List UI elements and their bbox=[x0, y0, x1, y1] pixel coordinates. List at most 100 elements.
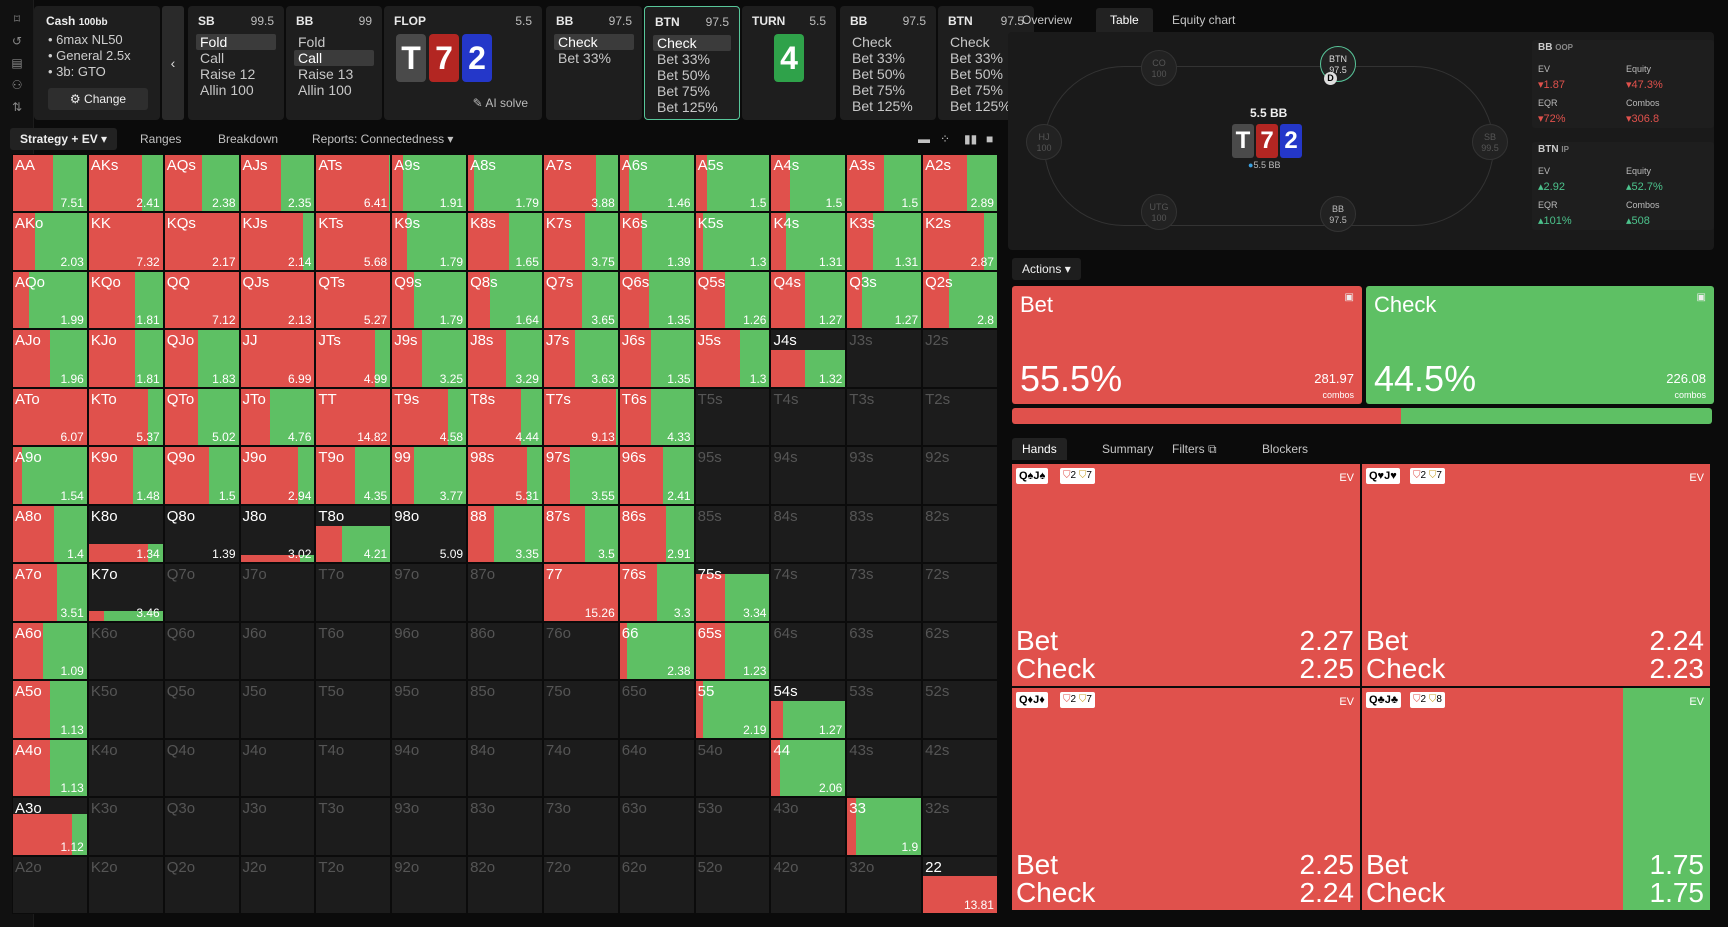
matrix-cell[interactable]: JTo 4.76 bbox=[239, 387, 316, 447]
matrix-cell[interactable]: J3s bbox=[846, 329, 923, 388]
matrix-cell[interactable]: K7o 3.46 bbox=[87, 563, 164, 622]
action-option[interactable]: Bet 75% bbox=[950, 82, 1003, 98]
matrix-cell[interactable]: K9s 1.79 bbox=[391, 212, 468, 271]
matrix-cell[interactable]: Q6o bbox=[163, 621, 240, 681]
action-option[interactable]: Bet 50% bbox=[950, 66, 1003, 82]
seat-co[interactable]: CO 100 bbox=[1141, 50, 1177, 86]
back-button[interactable]: ‹ bbox=[162, 6, 184, 120]
change-button[interactable]: ⚙ Change bbox=[48, 88, 148, 110]
matrix-cell[interactable]: J5s 1.3 bbox=[694, 329, 771, 388]
layout-full-icon[interactable]: ■ bbox=[986, 132, 994, 146]
scenario-card[interactable]: Cash 100bb • 6max NL50 • General 2.5x • … bbox=[34, 6, 160, 120]
matrix-cell[interactable]: 42o bbox=[770, 855, 847, 914]
matrix-cell[interactable]: 84o bbox=[467, 738, 543, 798]
matrix-cell[interactable]: 85s bbox=[694, 504, 771, 564]
matrix-cell[interactable]: 94s bbox=[770, 446, 847, 505]
matrix-cell[interactable]: K5s 1.3 bbox=[694, 212, 771, 271]
matrix-cell[interactable]: K6s 1.39 bbox=[618, 212, 695, 271]
matrix-cell[interactable]: K6o bbox=[87, 621, 164, 681]
matrix-cell[interactable]: 33 1.9 bbox=[846, 797, 923, 856]
matrix-cell[interactable]: T3o bbox=[315, 797, 392, 856]
matrix-cell[interactable]: Q5o bbox=[163, 680, 240, 739]
matrix-cell[interactable]: K4o bbox=[87, 738, 164, 798]
action-card-btn[interactable]: BTN 97.5 Check Bet 33% Bet 50% Bet 75% Bet 125… bbox=[644, 6, 740, 120]
matrix-cell[interactable]: Q7o bbox=[163, 563, 240, 622]
action-option[interactable]: Call bbox=[200, 50, 225, 66]
matrix-cell[interactable]: ATo 6.07 bbox=[12, 387, 88, 447]
matrix-cell[interactable]: J9o 2.94 bbox=[239, 446, 316, 505]
action-option[interactable]: Bet 33% bbox=[657, 51, 710, 67]
matrix-cell[interactable]: J9s 3.25 bbox=[391, 329, 468, 388]
matrix-cell[interactable]: J2o bbox=[239, 855, 316, 914]
matrix-cell[interactable]: T9s 4.58 bbox=[391, 387, 468, 447]
hand-card[interactable]: Q♠J♠ ⛉2 ⛉7 EV Bet 2.27 Check 2.25 bbox=[1012, 464, 1360, 686]
matrix-cell[interactable]: J7s 3.63 bbox=[542, 329, 619, 388]
tab-filters[interactable]: Filters ⧉ bbox=[1172, 442, 1217, 456]
matrix-cell[interactable]: J4s 1.32 bbox=[770, 329, 847, 388]
matrix-cell[interactable]: AQs 2.38 bbox=[163, 154, 240, 213]
matrix-cell[interactable]: KQo 1.81 bbox=[87, 270, 164, 330]
matrix-cell[interactable]: A4s 1.5 bbox=[770, 154, 847, 213]
matrix-cell[interactable]: 54s 1.27 bbox=[770, 680, 847, 739]
matrix-cell[interactable]: 96o bbox=[391, 621, 468, 681]
matrix-cell[interactable]: 63o bbox=[618, 797, 695, 856]
matrix-cell[interactable]: T5s bbox=[694, 387, 771, 447]
action-option[interactable]: Fold bbox=[298, 34, 326, 50]
matrix-cell[interactable]: KJo 1.81 bbox=[87, 329, 164, 388]
matrix-cell[interactable]: T4s bbox=[770, 387, 847, 447]
matrix-cell[interactable]: 96s 2.41 bbox=[618, 446, 695, 505]
matrix-cell[interactable]: T2o bbox=[315, 855, 392, 914]
matrix-cell[interactable]: 95o bbox=[391, 680, 468, 739]
matrix-cell[interactable]: 75s 3.34 bbox=[694, 563, 771, 622]
matrix-cell[interactable]: 65s 1.23 bbox=[694, 621, 771, 681]
matrix-cell[interactable]: 98o 5.09 bbox=[391, 504, 468, 564]
matrix-cell[interactable]: QQ 7.12 bbox=[163, 270, 240, 330]
matrix-cell[interactable]: A8s 1.79 bbox=[467, 154, 543, 213]
matrix-cell[interactable]: 32s bbox=[922, 797, 998, 856]
matrix-cell[interactable]: 54o bbox=[694, 738, 771, 798]
matrix-cell[interactable]: 77 15.26 bbox=[542, 563, 619, 622]
matrix-cell[interactable]: KTs 5.68 bbox=[315, 212, 392, 271]
action-card-sb[interactable]: SB 99.5 Fold Call Raise 12 Allin 100 bbox=[188, 6, 284, 120]
matrix-cell[interactable]: Q8o 1.39 bbox=[163, 504, 240, 564]
matrix-cell[interactable]: 32o bbox=[846, 855, 923, 914]
save-icon[interactable]: ▤ bbox=[11, 56, 23, 70]
matrix-cell[interactable]: 92s bbox=[922, 446, 998, 505]
matrix-cell[interactable]: 55 2.19 bbox=[694, 680, 771, 739]
hand-card[interactable]: Q♣J♣ ⛉2 ⛉8 EV Bet 1.75 Check 1.75 bbox=[1362, 688, 1710, 910]
matrix-cell[interactable]: ATs 6.41 bbox=[315, 154, 392, 213]
matrix-cell[interactable]: 52s bbox=[922, 680, 998, 739]
matrix-cell[interactable]: JTs 4.99 bbox=[315, 329, 392, 388]
tab-ranges[interactable]: Ranges bbox=[140, 132, 182, 146]
matrix-cell[interactable]: 83o bbox=[467, 797, 543, 856]
matrix-cell[interactable]: QTs 5.27 bbox=[315, 270, 392, 330]
matrix-cell[interactable]: 63s bbox=[846, 621, 923, 681]
matrix-cell[interactable]: 43s bbox=[846, 738, 923, 798]
matrix-cell[interactable]: 93o bbox=[391, 797, 468, 856]
action-option[interactable]: Check bbox=[554, 34, 634, 50]
matrix-cell[interactable]: J6s 1.35 bbox=[618, 329, 695, 388]
action-option[interactable]: Check bbox=[653, 35, 731, 51]
matrix-cell[interactable]: A5o 1.13 bbox=[12, 680, 88, 739]
matrix-cell[interactable]: 83s bbox=[846, 504, 923, 564]
matrix-cell[interactable]: 98s 5.31 bbox=[467, 446, 543, 505]
matrix-cell[interactable]: A3o 1.12 bbox=[12, 797, 88, 856]
matrix-cell[interactable]: J2s bbox=[922, 329, 998, 388]
matrix-cell[interactable]: J3o bbox=[239, 797, 316, 856]
matrix-cell[interactable]: Q7s 3.65 bbox=[542, 270, 619, 330]
matrix-cell[interactable]: Q2o bbox=[163, 855, 240, 914]
matrix-cell[interactable]: J5o bbox=[239, 680, 316, 739]
matrix-cell[interactable]: 85o bbox=[467, 680, 543, 739]
matrix-cell[interactable]: K8o 1.34 bbox=[87, 504, 164, 564]
bookmark-icon[interactable]: ⌑ bbox=[13, 12, 21, 26]
matrix-cell[interactable]: AKs 2.41 bbox=[87, 154, 164, 213]
layout-single-icon[interactable]: ▬ bbox=[918, 132, 930, 146]
matrix-cell[interactable]: A2s 2.89 bbox=[922, 154, 998, 213]
matrix-cell[interactable]: T6o bbox=[315, 621, 392, 681]
layout-grid-icon[interactable]: ⁘ bbox=[940, 132, 951, 146]
action-option[interactable]: Bet 125% bbox=[657, 99, 718, 115]
matrix-cell[interactable]: T5o bbox=[315, 680, 392, 739]
matrix-cell[interactable]: 97s 3.55 bbox=[542, 446, 619, 505]
matrix-cell[interactable]: 94o bbox=[391, 738, 468, 798]
matrix-cell[interactable]: 62s bbox=[922, 621, 998, 681]
